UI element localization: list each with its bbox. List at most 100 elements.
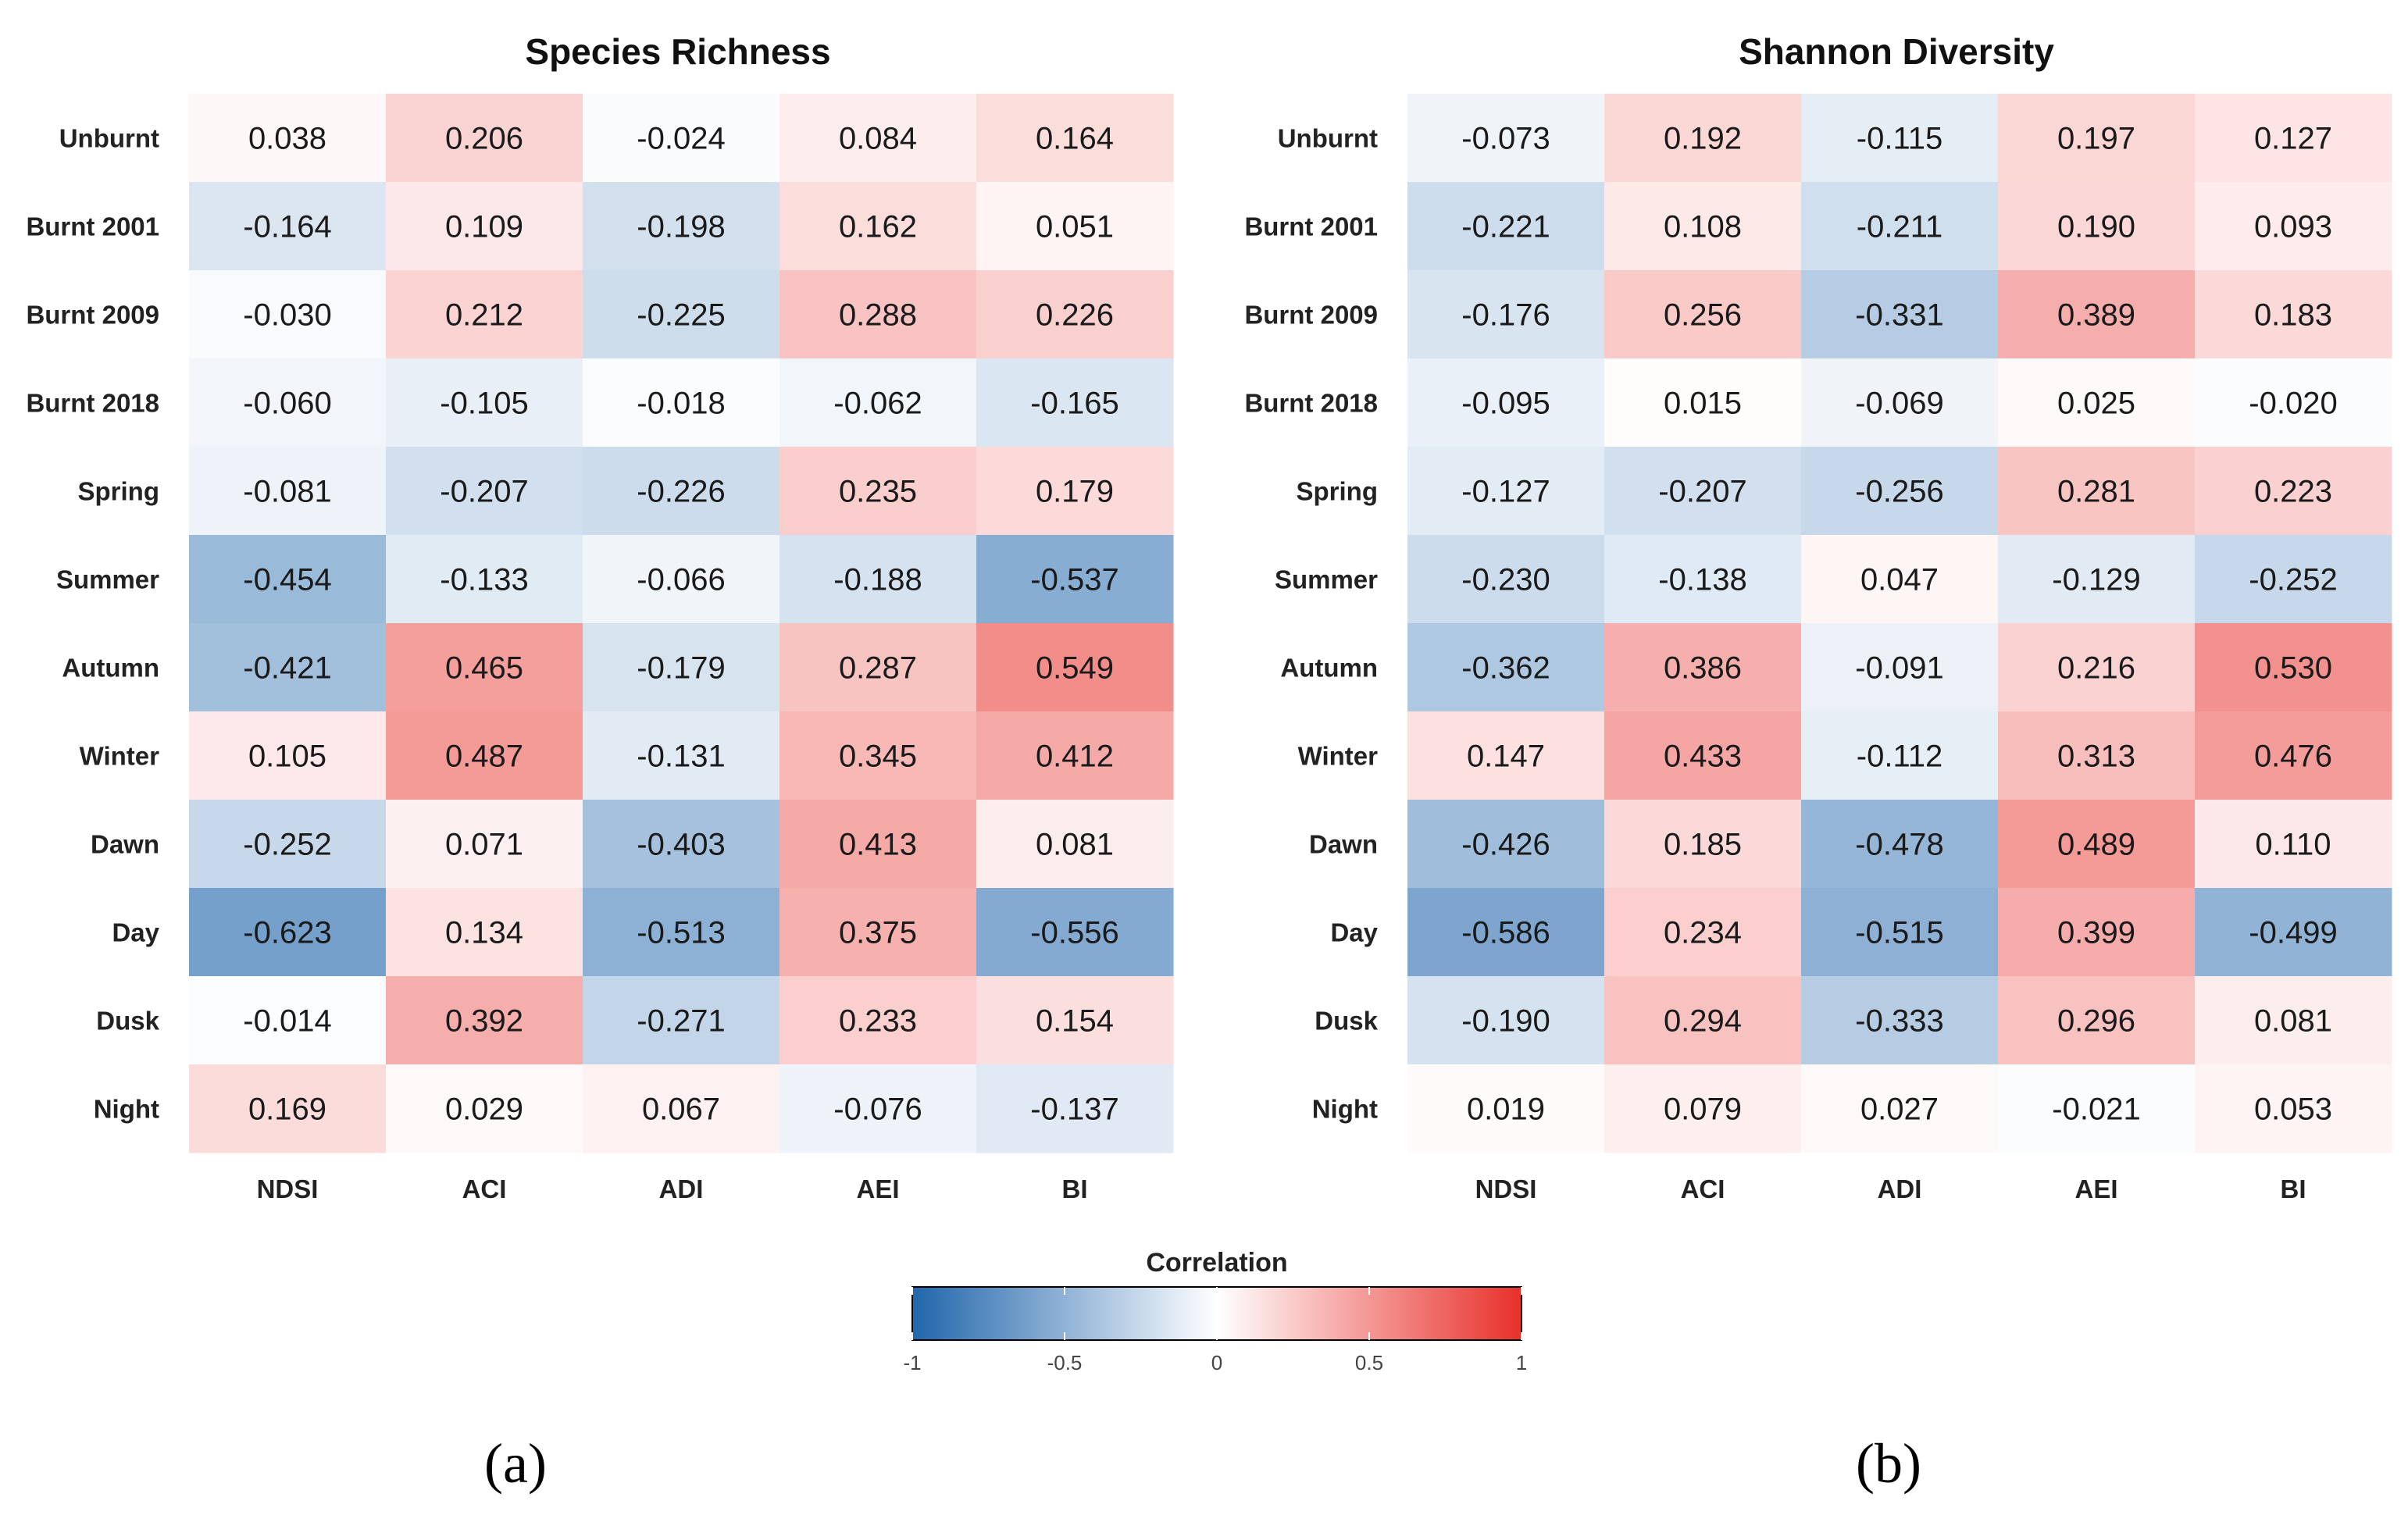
row-label: Burnt 2001 <box>1244 212 1378 241</box>
cell-value-label: 0.530 <box>2254 651 2332 686</box>
heatmap-cell <box>779 270 977 359</box>
heatmap-cell <box>2195 976 2392 1065</box>
cell-value-label: 0.029 <box>445 1093 523 1127</box>
heatmap-cell <box>583 535 780 624</box>
cell-value-label: 0.296 <box>2057 1004 2135 1039</box>
heatmap-cell <box>1801 94 1999 183</box>
cell-value-label: 0.223 <box>2254 475 2332 509</box>
column-label: NDSI <box>1475 1175 1537 1203</box>
heatmap-cell <box>976 535 1174 624</box>
heatmap-cell <box>1604 888 1802 977</box>
cell-value-label: 0.389 <box>2057 298 2135 333</box>
heatmap-cell <box>1998 623 2196 712</box>
cell-value-label: -0.060 <box>243 387 331 421</box>
heatmap-cell <box>1604 447 1802 536</box>
heatmap-cell <box>976 1064 1174 1153</box>
legend-tick-label: -0.5 <box>1047 1351 1083 1374</box>
cell-value-label: -0.421 <box>243 651 331 686</box>
column-label: ACI <box>462 1175 507 1203</box>
legend-title: Correlation <box>1146 1248 1287 1278</box>
heatmap-cell <box>976 447 1174 536</box>
heatmap-cell <box>583 447 780 536</box>
heatmap-cell <box>1604 94 1802 183</box>
heatmap-cell <box>1604 535 1802 624</box>
heatmap-cell <box>386 94 583 183</box>
cell-value-label: 0.127 <box>2254 122 2332 156</box>
heatmap-cell <box>1998 358 2196 447</box>
cell-value-label: -0.256 <box>1855 475 1943 509</box>
legend-tick-label: -1 <box>903 1351 921 1374</box>
cell-value-label: 0.190 <box>2057 210 2135 244</box>
cell-value-label: -0.188 <box>833 563 922 597</box>
row-label: Burnt 2018 <box>1244 389 1378 418</box>
heatmap-cell <box>1407 182 1605 271</box>
heatmap-cell <box>1998 888 2196 977</box>
heatmap-cell <box>1604 270 1802 359</box>
row-label: Night <box>1312 1095 1378 1124</box>
heatmap-cell <box>386 800 583 889</box>
cell-value-label: -0.556 <box>1030 916 1118 950</box>
row-label: Dusk <box>1315 1007 1378 1036</box>
cell-value-label: 0.233 <box>839 1004 917 1039</box>
heatmap-cell <box>2195 800 2392 889</box>
heatmap-cell <box>583 623 780 712</box>
row-label: Winter <box>80 742 160 771</box>
heatmap-cell <box>976 94 1174 183</box>
heatmap-cell <box>386 711 583 800</box>
cell-value-label: -0.198 <box>637 210 725 244</box>
heatmap-cell <box>386 358 583 447</box>
heatmap-cell <box>976 358 1174 447</box>
heatmap-cell <box>1998 800 2196 889</box>
heatmap-cell <box>779 1064 977 1153</box>
cell-value-label: 0.294 <box>1664 1004 1742 1039</box>
cell-value-label: 0.212 <box>445 298 523 333</box>
cell-value-label: -0.211 <box>1857 210 1942 244</box>
heatmap-cell <box>1604 1064 1802 1153</box>
heatmap-cell <box>386 976 583 1065</box>
cell-value-label: -0.076 <box>833 1093 922 1127</box>
legend-tick-label: 0 <box>1211 1351 1222 1374</box>
cell-value-label: 0.489 <box>2057 828 2135 862</box>
cell-value-label: 0.287 <box>839 651 917 686</box>
heatmap-cell <box>189 623 387 712</box>
cell-value-label: -0.014 <box>243 1004 331 1039</box>
heatmap-cell <box>976 182 1174 271</box>
heatmap-cell <box>386 1064 583 1153</box>
heatmap-cell <box>2195 358 2392 447</box>
heatmap-cell <box>976 623 1174 712</box>
heatmap-cell <box>1801 182 1999 271</box>
cell-value-label: -0.537 <box>1030 563 1118 597</box>
row-label: Autumn <box>62 654 159 683</box>
cell-value-label: -0.252 <box>243 828 331 862</box>
cell-value-label: 0.025 <box>2057 387 2135 421</box>
heatmap-cell <box>779 182 977 271</box>
cell-value-label: -0.176 <box>1461 298 1550 333</box>
cell-value-label: 0.051 <box>1036 210 1114 244</box>
heatmap-cell <box>1604 623 1802 712</box>
cell-value-label: -0.137 <box>1030 1093 1118 1127</box>
heatmap-cell <box>2195 182 2392 271</box>
heatmap-cell <box>1801 358 1999 447</box>
heatmap-cell <box>2195 623 2392 712</box>
heatmap-cell <box>583 711 780 800</box>
cell-value-label: -0.230 <box>1461 563 1550 597</box>
cell-value-label: 0.288 <box>839 298 917 333</box>
panel-sublabel: (a) <box>484 1432 547 1495</box>
cell-value-label: -0.105 <box>440 387 528 421</box>
cell-value-label: -0.129 <box>2052 563 2140 597</box>
cell-value-label: 0.109 <box>445 210 523 244</box>
cell-value-label: 0.154 <box>1036 1004 1114 1039</box>
cell-value-label: -0.454 <box>243 563 331 597</box>
heatmap-cell <box>1407 800 1605 889</box>
column-label: BI <box>1062 1175 1088 1203</box>
cell-value-label: -0.499 <box>2249 916 2337 950</box>
cell-value-label: 0.256 <box>1664 298 1742 333</box>
heatmap-cell <box>2195 94 2392 183</box>
heatmap-cell <box>189 800 387 889</box>
heatmap-cell <box>189 888 387 977</box>
heatmap-cell <box>1407 358 1605 447</box>
row-label: Unburnt <box>1278 124 1378 153</box>
cell-value-label: -0.271 <box>637 1004 725 1039</box>
cell-value-label: 0.047 <box>1860 563 1939 597</box>
heatmap-cell <box>1801 1064 1999 1153</box>
